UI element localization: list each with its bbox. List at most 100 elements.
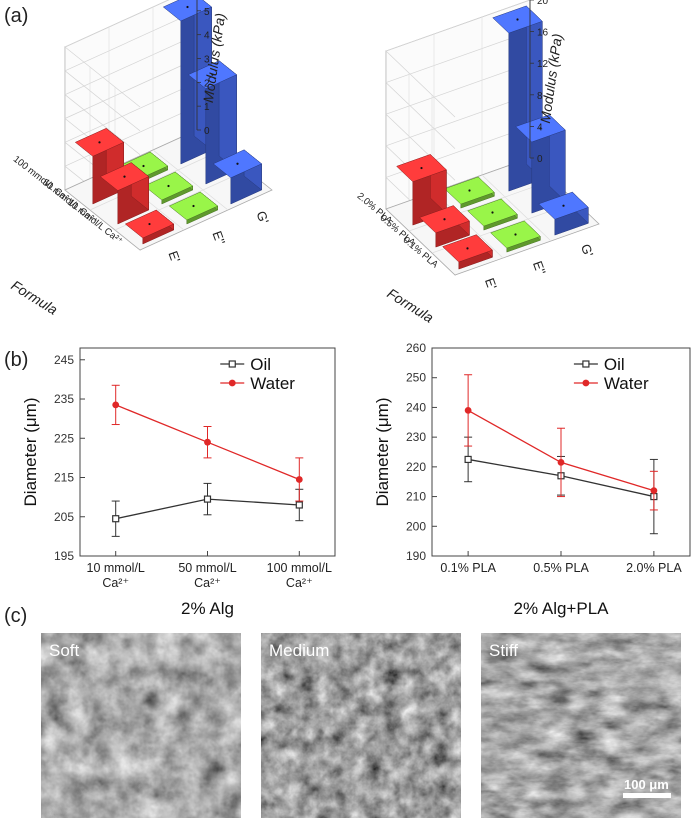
x-tick-label: 2.0% PLA	[626, 561, 682, 575]
sem-stiff-texture	[481, 633, 681, 818]
legend-marker	[228, 360, 236, 368]
x-tick-label: 0.1% PLA	[440, 561, 496, 575]
data-point	[557, 459, 565, 466]
z-tick-label: 4	[204, 31, 210, 42]
grid-line	[385, 82, 456, 149]
col-label: E'	[482, 276, 500, 292]
line-chart-alg-pla: 190 200 210 220 230 240 250 260 0.1% PLA 0.5% PLA…	[373, 341, 691, 618]
y-axis-label: Diameter (μm)	[21, 398, 40, 507]
z-tick-label: 4	[537, 122, 543, 133]
bar-point	[514, 233, 517, 236]
x-tick-label: 10 mmol/L	[87, 561, 145, 575]
data-point	[295, 476, 303, 483]
y-tick-label: 210	[406, 490, 426, 504]
legend-label: Water	[604, 374, 649, 393]
bar-point	[236, 162, 239, 165]
floor-grid	[152, 149, 229, 211]
bar-point	[443, 218, 446, 221]
y-axis-label: Diameter (μm)	[373, 398, 392, 507]
bar-point	[123, 175, 126, 178]
z-tick-label: 2	[204, 78, 210, 89]
z-tick-label: 8	[537, 91, 543, 102]
bar-top	[162, 0, 213, 22]
y-tick-label: 260	[406, 341, 426, 355]
bar-point	[516, 18, 519, 21]
floor-grid	[481, 174, 552, 242]
col-label: E''	[530, 259, 549, 277]
y-tick-label: 245	[54, 353, 74, 367]
y-tick-label: 240	[406, 400, 426, 414]
data-point	[464, 455, 472, 464]
grid-line	[64, 58, 198, 119]
y-tick-label: 205	[54, 510, 74, 524]
y-tick-label: 250	[406, 371, 426, 385]
y-tick-label: 215	[54, 471, 74, 485]
bar-point	[466, 247, 469, 250]
bar-point	[491, 211, 494, 214]
grid-line	[64, 70, 141, 132]
grid-line	[64, 94, 141, 155]
col-label: G'	[253, 209, 271, 226]
bar-point	[562, 204, 565, 207]
floor-grid	[89, 149, 223, 211]
legend-marker	[582, 360, 590, 368]
grid-line	[64, 0, 170, 48]
grid-line	[385, 0, 531, 52]
grid-line	[64, 105, 198, 167]
bar-point	[148, 222, 151, 226]
z-tick-label: 12	[537, 59, 549, 70]
sem-label-soft: Soft	[49, 641, 80, 660]
grid-line	[64, 82, 198, 143]
bar-point	[211, 73, 214, 76]
chart-title: 2% Alg	[181, 599, 234, 618]
z-tick-label: 1	[204, 102, 210, 113]
y-tick-label: 235	[54, 392, 74, 406]
col-label: E'	[165, 249, 183, 265]
formula-label: Formula	[384, 285, 436, 326]
formula-label: Formula	[8, 277, 60, 318]
bar-point	[539, 127, 542, 130]
data-point	[295, 501, 303, 509]
data-point	[112, 515, 120, 523]
y-tick-label: 230	[406, 430, 426, 444]
legend-label: Oil	[250, 355, 271, 374]
z-tick-label: 0	[204, 126, 210, 137]
bar3d-chart-calcium: 0123456Modulus (kPa)100 mmol/L Ca²⁺50 mm…	[8, 0, 273, 318]
y-tick-label: 195	[54, 549, 74, 563]
legend-marker	[582, 379, 590, 387]
chart-title: 2% Alg+PLA	[514, 599, 610, 618]
grid-line	[64, 34, 198, 95]
sem-medium-texture	[261, 633, 461, 818]
legend-marker	[228, 379, 236, 387]
z-tick-label: 5	[204, 7, 210, 18]
legend-label: Water	[250, 374, 295, 393]
bar-point	[420, 166, 423, 170]
col-label: G'	[578, 242, 596, 259]
z-tick-label: 0	[537, 154, 543, 165]
x-tick-label: Ca²⁺	[194, 576, 221, 590]
x-tick-label: 0.5% PLA	[533, 561, 589, 575]
x-tick-label: 100 mmol/L	[267, 561, 332, 575]
z-tick-label: 3	[204, 55, 210, 66]
grid-line	[64, 46, 141, 108]
data-point	[112, 401, 120, 409]
grid-line	[385, 50, 456, 118]
data-point	[203, 495, 212, 503]
data-point	[464, 407, 472, 414]
panel-label-a: (a)	[4, 5, 28, 27]
x-tick-label: Ca²⁺	[102, 576, 129, 590]
y-tick-label: 225	[54, 431, 74, 445]
bar-point	[167, 184, 170, 188]
bar-point	[186, 5, 189, 9]
y-tick-label: 190	[406, 549, 426, 563]
sem-label-stiff: Stiff	[489, 641, 518, 660]
x-tick-label: Ca²⁺	[286, 576, 313, 590]
data-point	[204, 438, 211, 446]
x-tick-label: 50 mmol/L	[178, 561, 236, 575]
z-tick-label: 20	[537, 0, 549, 7]
bar-point	[468, 189, 471, 192]
